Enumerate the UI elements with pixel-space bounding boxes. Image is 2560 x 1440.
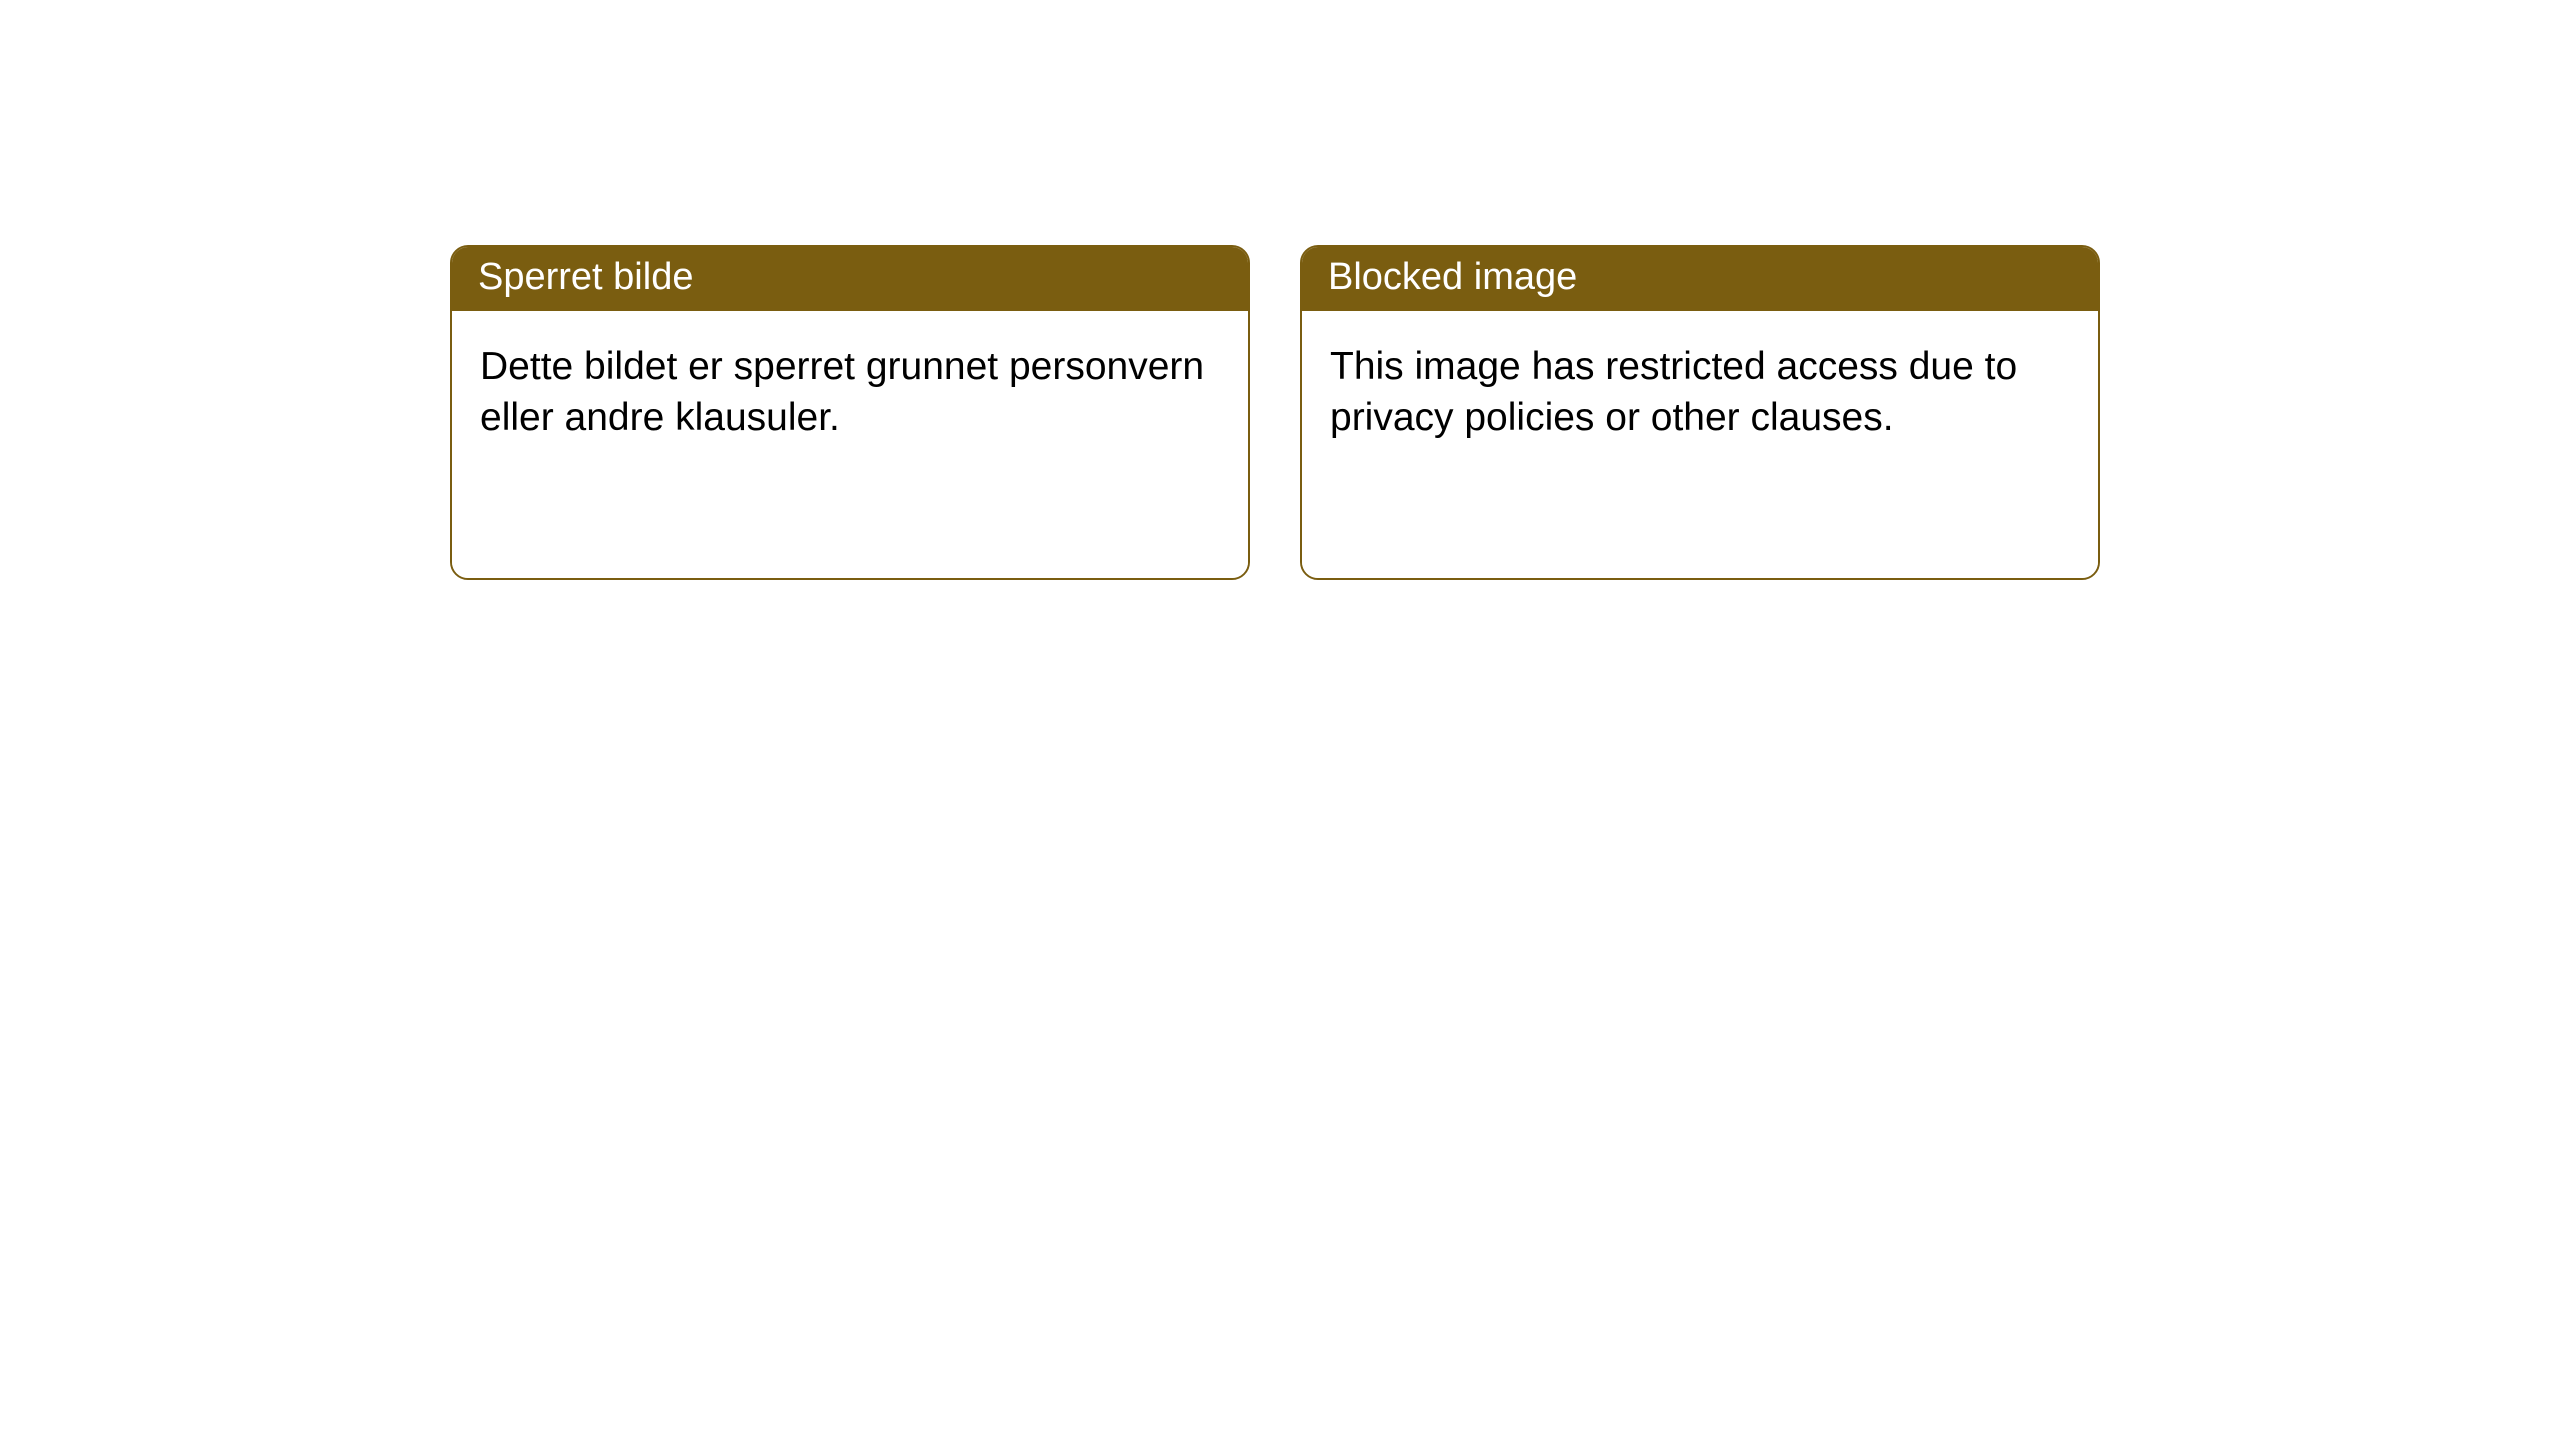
notice-card-english: Blocked image This image has restricted … [1300, 245, 2100, 580]
card-title: Sperret bilde [478, 256, 693, 298]
card-header: Sperret bilde [452, 247, 1248, 311]
card-title: Blocked image [1328, 256, 1577, 298]
notice-card-norwegian: Sperret bilde Dette bildet er sperret gr… [450, 245, 1250, 580]
card-body: Dette bildet er sperret grunnet personve… [452, 311, 1248, 578]
card-body: This image has restricted access due to … [1302, 311, 2098, 578]
card-message: This image has restricted access due to … [1330, 341, 2070, 445]
card-message: Dette bildet er sperret grunnet personve… [480, 341, 1220, 445]
card-header: Blocked image [1302, 247, 2098, 311]
cards-container: Sperret bilde Dette bildet er sperret gr… [0, 0, 2560, 580]
